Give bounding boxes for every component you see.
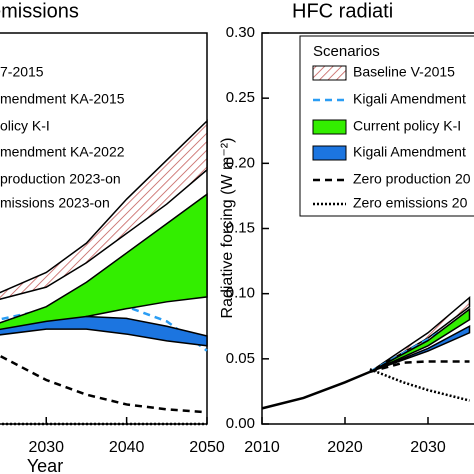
y-tick-label: 0.00 <box>226 415 255 432</box>
x-axis-label: Year <box>27 456 63 474</box>
line <box>369 360 470 374</box>
y-tick-label: 0.10 <box>226 285 255 302</box>
legend-label: missions 2023-on <box>0 195 110 211</box>
legend-label: Baseline V-2015 <box>353 64 455 80</box>
line <box>261 370 371 410</box>
y-tick-label: 0.15 <box>226 219 255 236</box>
x-tick-label: 2050 <box>189 439 225 456</box>
legend-label: mendment KA-2015 <box>0 91 125 107</box>
legend-label: production 2023-on <box>0 171 121 187</box>
band <box>0 119 208 300</box>
y-axis-label: Radiative forcing (W m⁻²) <box>219 138 236 319</box>
legend-label: olicy K-I <box>0 118 50 134</box>
legend-label: Kigali Amendment <box>353 91 466 107</box>
y-tick-label: 0.05 <box>226 350 255 367</box>
x-tick-label: 2010 <box>244 439 280 456</box>
x-tick-label: 2030 <box>410 439 446 456</box>
band <box>0 315 208 347</box>
line <box>369 368 470 402</box>
line <box>0 354 208 414</box>
chart-title: C emissions <box>0 0 79 22</box>
legend-label: mendment KA-2022 <box>0 144 125 160</box>
legend-label: Current policy K-I <box>353 118 461 134</box>
band <box>369 295 471 373</box>
legend-swatch <box>312 119 347 135</box>
legend-swatch <box>312 145 347 161</box>
y-tick-label: 0.20 <box>226 154 255 171</box>
legend-label: Kigali Amendment <box>353 144 466 160</box>
x-tick-label: 2020 <box>327 439 363 456</box>
legend-title: Scenarios <box>313 43 380 60</box>
legend-label: Zero emissions 20 <box>353 195 468 211</box>
band <box>369 307 471 373</box>
band <box>369 324 471 373</box>
x-tick-label: 2030 <box>28 439 64 456</box>
x-tick-label: 2040 <box>109 439 145 456</box>
legend-swatch <box>312 65 347 81</box>
legend-box <box>299 35 474 217</box>
legend-label: Zero production 20 <box>353 171 471 187</box>
chart-title: HFC radiati <box>292 0 393 22</box>
band <box>0 192 208 332</box>
y-tick-label: 0.25 <box>226 89 255 106</box>
y-tick-label: 0.30 <box>226 24 255 41</box>
legend-label: 7-2015 <box>0 64 44 80</box>
